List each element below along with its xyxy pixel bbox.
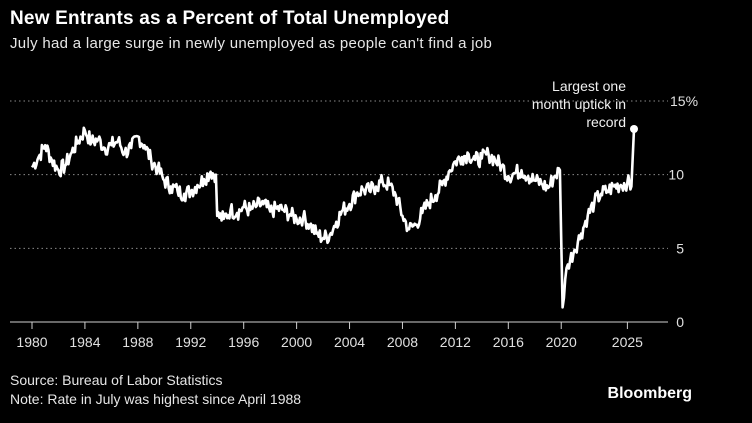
annotation-text: Largest one xyxy=(552,78,626,94)
x-tick-label: 1984 xyxy=(69,334,100,350)
y-tick-label: 15% xyxy=(670,93,698,109)
series-line xyxy=(30,126,636,309)
grid-lines xyxy=(10,100,668,249)
x-tick-label: 2012 xyxy=(440,334,471,350)
y-tick-label: 10 xyxy=(668,167,684,183)
chart-title: New Entrants as a Percent of Total Unemp… xyxy=(10,8,450,29)
bloomberg-logo: Bloomberg xyxy=(607,385,692,402)
y-tick-label: 0 xyxy=(676,314,684,330)
x-tick-label: 2016 xyxy=(493,334,524,350)
annotation-text: record xyxy=(586,114,626,130)
x-tick-label: 2008 xyxy=(387,334,418,350)
x-tick-label: 2020 xyxy=(546,334,577,350)
y-axis-labels: 0 5 10 15% xyxy=(668,93,698,330)
end-point xyxy=(630,124,638,133)
x-tick-label: 1988 xyxy=(122,334,153,350)
x-tick-label: 2025 xyxy=(612,334,643,350)
annotation-text: month uptick in xyxy=(532,96,626,112)
source-note: Source: Bureau of Labor Statistics xyxy=(10,372,223,388)
x-tick-label: 1992 xyxy=(175,334,206,350)
footnote: Note: Rate in July was highest since Apr… xyxy=(10,391,302,407)
x-axis: 1980 1984 1988 1992 1996 2000 2004 2008 2012 2016… xyxy=(10,321,668,350)
annotation: Largest one month uptick in record xyxy=(532,78,626,130)
y-tick-label: 5 xyxy=(676,240,684,256)
x-tick-label: 1996 xyxy=(228,334,259,350)
x-tick-label: 1980 xyxy=(16,334,47,350)
x-tick-label: 2004 xyxy=(334,334,365,350)
chart-subtitle: July had a large surge in newly unemploy… xyxy=(10,35,493,52)
plot-area xyxy=(30,124,638,309)
x-tick-label: 2000 xyxy=(281,334,312,350)
